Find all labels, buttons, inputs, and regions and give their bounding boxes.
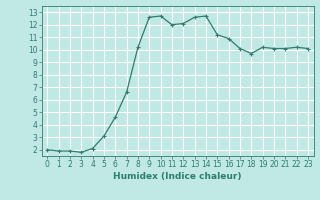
X-axis label: Humidex (Indice chaleur): Humidex (Indice chaleur) [113,172,242,181]
